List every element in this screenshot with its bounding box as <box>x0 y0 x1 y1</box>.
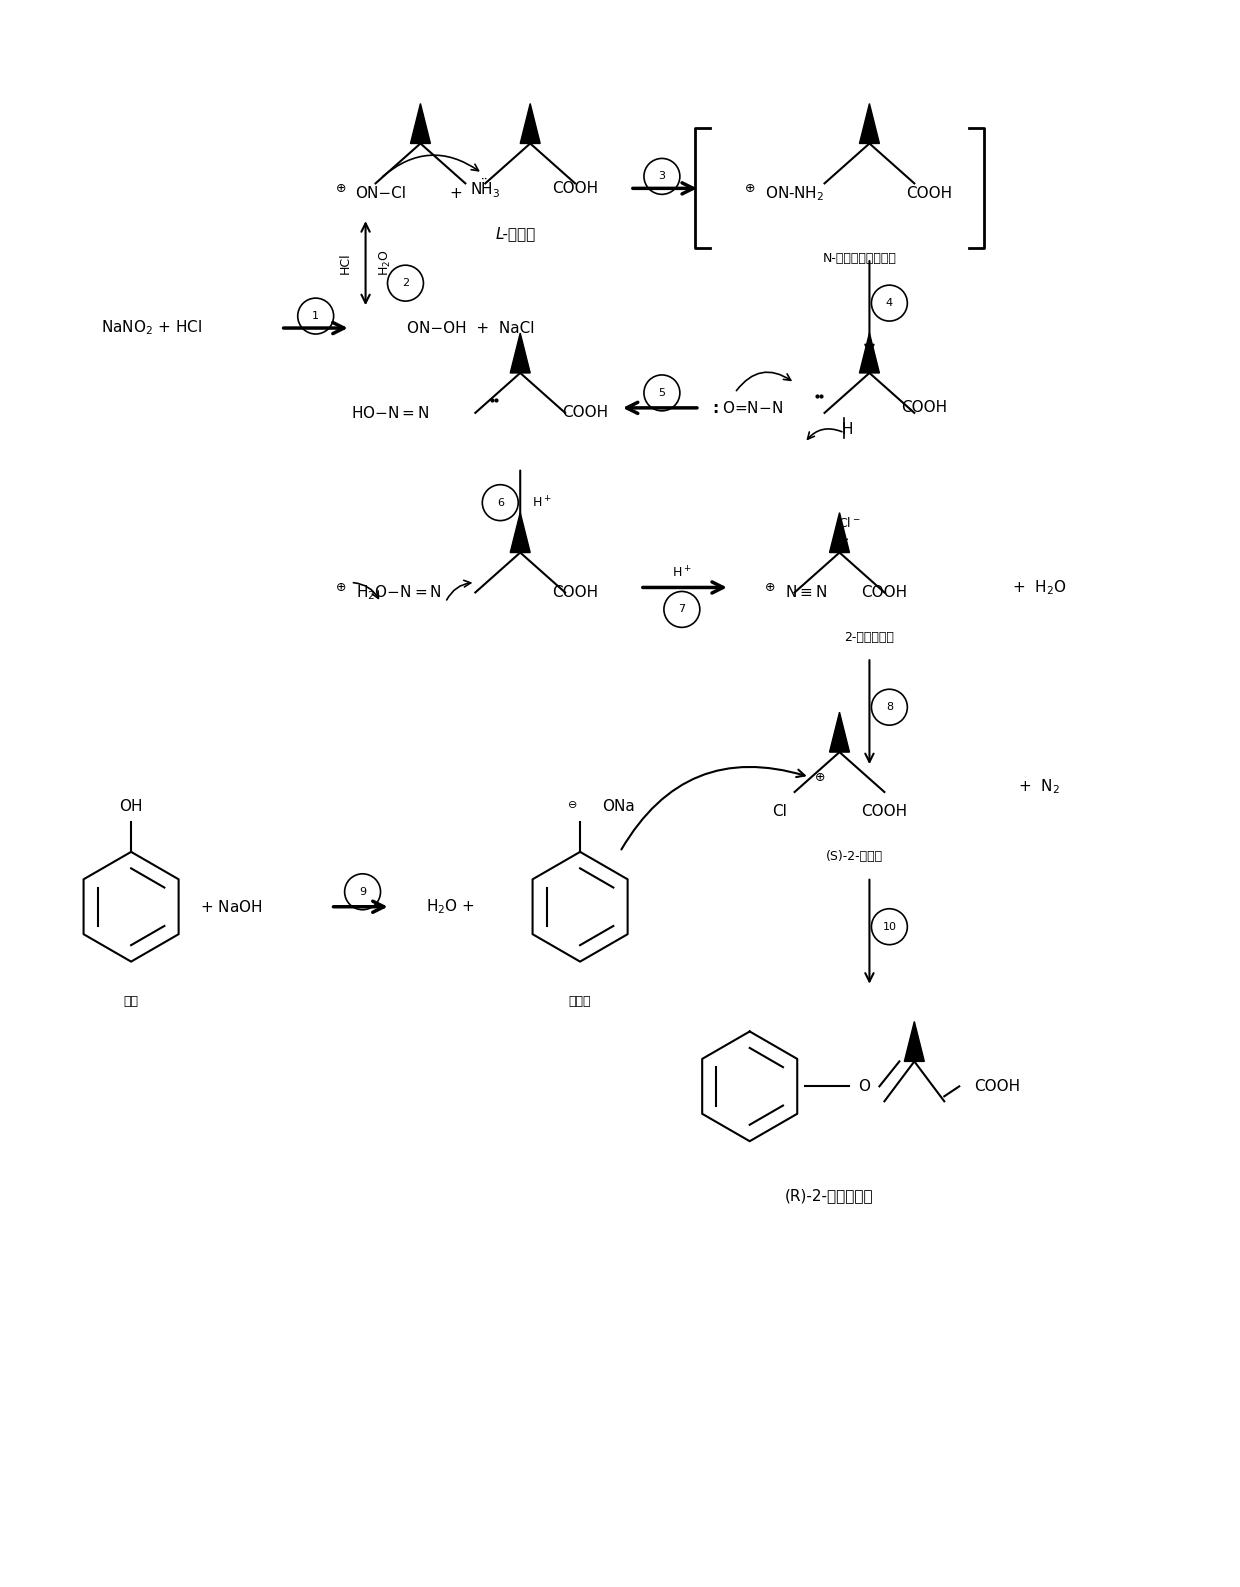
Text: H$_2$O$-$N$=$N: H$_2$O$-$N$=$N <box>356 582 441 601</box>
Text: ON-NH$_2$: ON-NH$_2$ <box>765 184 823 203</box>
Polygon shape <box>830 713 849 752</box>
FancyArrowPatch shape <box>836 540 847 552</box>
Polygon shape <box>410 103 430 143</box>
FancyArrowPatch shape <box>353 582 378 598</box>
Text: H$^+$: H$^+$ <box>532 495 552 511</box>
FancyArrowPatch shape <box>737 373 791 390</box>
Text: 3: 3 <box>658 171 666 181</box>
Text: N-亚硝基活性中间体: N-亚硝基活性中间体 <box>822 252 897 265</box>
Text: HCl: HCl <box>339 252 352 275</box>
Text: COOH: COOH <box>862 805 908 819</box>
Polygon shape <box>830 513 849 552</box>
Polygon shape <box>521 103 541 143</box>
Text: NaNO$_2$ + HCl: NaNO$_2$ + HCl <box>102 319 202 338</box>
Text: 2-叠氮基丙酸: 2-叠氮基丙酸 <box>844 632 894 644</box>
Text: COOH: COOH <box>562 405 608 421</box>
Text: Cl$^-$: Cl$^-$ <box>838 516 861 530</box>
Text: 7: 7 <box>678 605 686 614</box>
Text: $+$  N$_2$: $+$ N$_2$ <box>1018 778 1060 797</box>
Text: 4: 4 <box>885 298 893 308</box>
Text: $\ominus$: $\ominus$ <box>567 800 578 811</box>
Text: N$\equiv$N: N$\equiv$N <box>785 584 827 600</box>
Text: Cl: Cl <box>773 805 787 819</box>
Text: HO$-$N$=$N: HO$-$N$=$N <box>351 405 429 421</box>
Text: COOH: COOH <box>552 181 598 195</box>
Text: $\oplus$: $\oplus$ <box>744 183 755 195</box>
Polygon shape <box>510 513 531 552</box>
Text: 8: 8 <box>885 701 893 713</box>
Polygon shape <box>510 333 531 373</box>
Text: (R)-2-苯氧基丙酸: (R)-2-苯氧基丙酸 <box>785 1189 874 1203</box>
Text: OH: OH <box>119 800 143 814</box>
Text: H$_2$O: H$_2$O <box>378 249 393 276</box>
Text: COOH: COOH <box>906 186 952 202</box>
Text: $+$  H$_2$O: $+$ H$_2$O <box>1012 578 1066 597</box>
Text: H: H <box>842 422 853 438</box>
Text: $\mathbf{:}$O=N$-$N: $\mathbf{:}$O=N$-$N <box>709 400 782 416</box>
Text: (S)-2-氯丙酸: (S)-2-氯丙酸 <box>826 851 883 863</box>
Text: 1: 1 <box>312 311 319 321</box>
Text: L-丙氨酸: L-丙氨酸 <box>495 225 536 241</box>
Text: COOH: COOH <box>975 1079 1021 1093</box>
Text: 6: 6 <box>497 498 503 508</box>
Polygon shape <box>859 333 879 373</box>
Text: H$^+$: H$^+$ <box>672 565 692 581</box>
Text: 苯酚钠: 苯酚钠 <box>569 995 591 1008</box>
FancyArrowPatch shape <box>383 156 479 176</box>
FancyArrowPatch shape <box>621 767 805 849</box>
Text: 2: 2 <box>402 278 409 289</box>
Text: $\oplus$: $\oplus$ <box>335 581 346 594</box>
FancyArrowPatch shape <box>807 428 842 440</box>
Text: 9: 9 <box>360 887 366 897</box>
Text: 5: 5 <box>658 387 666 398</box>
Text: ON−Cl: ON−Cl <box>356 186 407 202</box>
Text: COOH: COOH <box>901 400 947 416</box>
Text: $\oplus$: $\oplus$ <box>764 581 775 594</box>
Text: $\oplus$: $\oplus$ <box>813 771 825 784</box>
Polygon shape <box>859 103 879 143</box>
Text: H$_2$O $+$: H$_2$O $+$ <box>427 897 475 916</box>
Text: 苯酚: 苯酚 <box>124 995 139 1008</box>
Text: COOH: COOH <box>552 586 598 600</box>
Text: $+$ NaOH: $+$ NaOH <box>200 898 262 914</box>
Text: O: O <box>858 1079 870 1093</box>
FancyArrowPatch shape <box>446 581 471 600</box>
Text: +: + <box>449 186 461 202</box>
Text: ONa: ONa <box>603 800 635 814</box>
Text: $\oplus$: $\oplus$ <box>335 183 346 195</box>
Text: ON−OH  +  NaCl: ON−OH + NaCl <box>407 321 534 335</box>
Text: 10: 10 <box>883 922 897 932</box>
Text: $\ddot{\rm NH}_3$: $\ddot{\rm NH}_3$ <box>470 176 501 200</box>
Text: COOH: COOH <box>862 586 908 600</box>
Polygon shape <box>904 1022 924 1062</box>
